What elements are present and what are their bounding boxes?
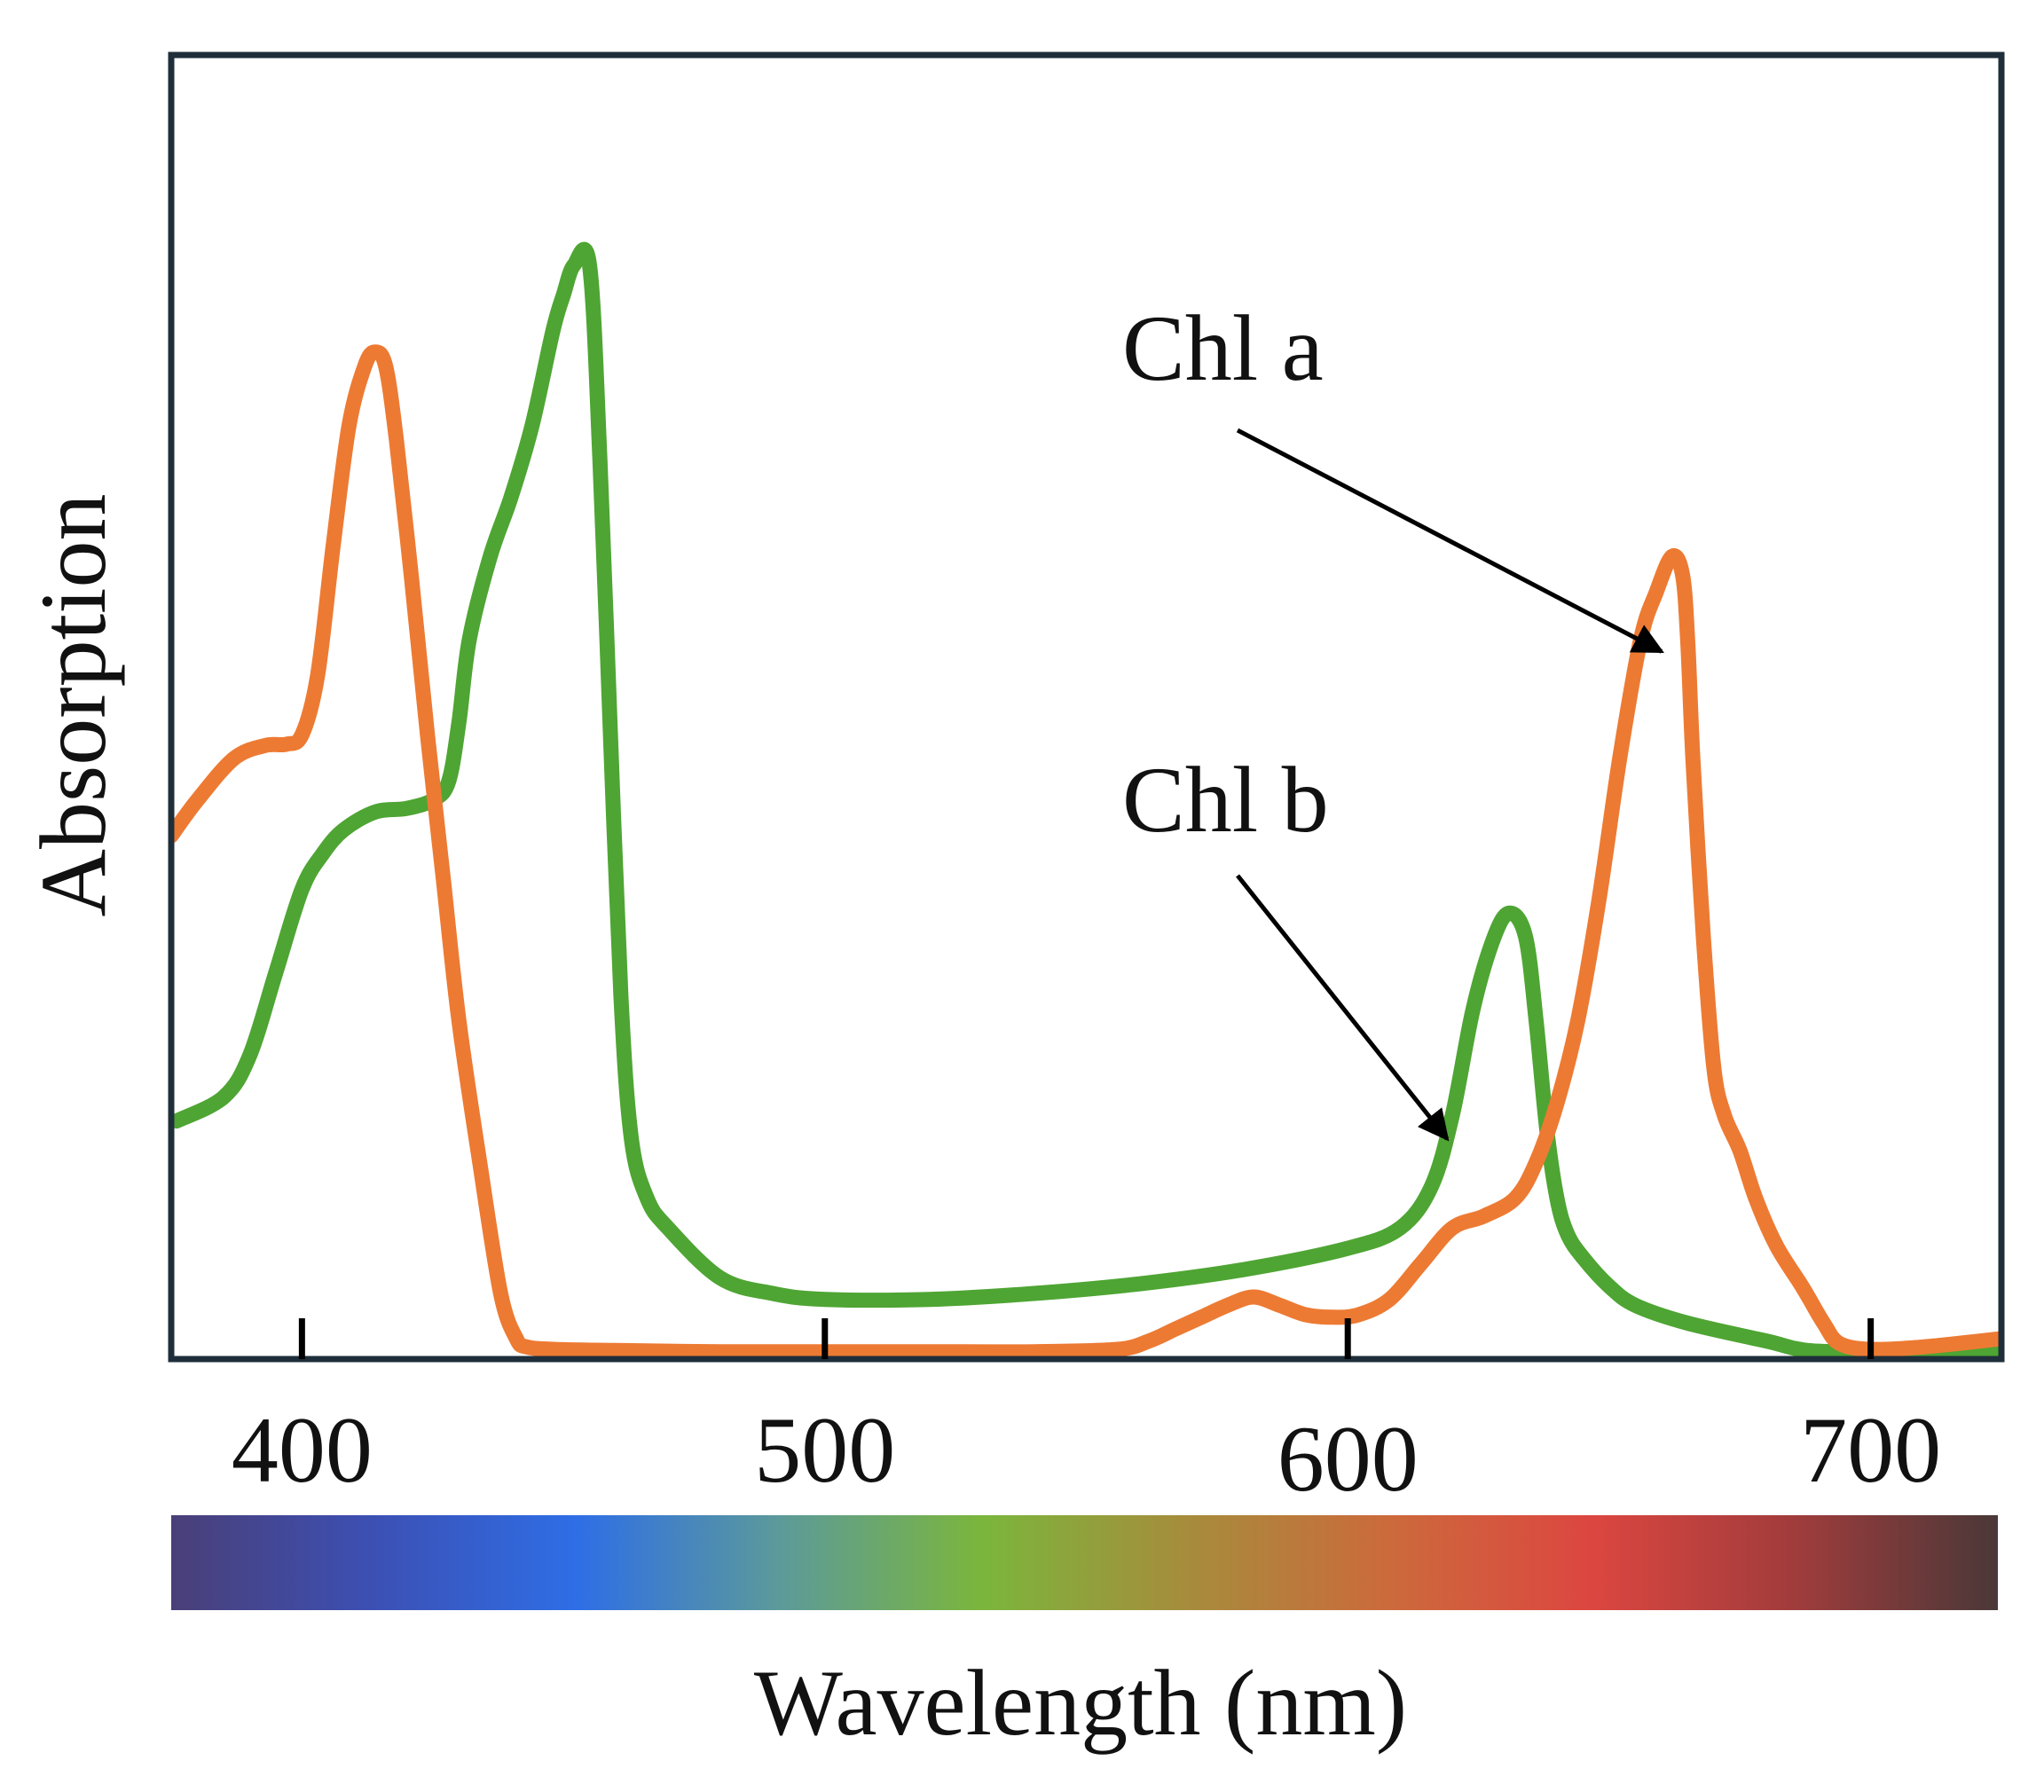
y-axis-title: Absorption <box>21 494 125 917</box>
x-tick-label-600: 600 <box>1278 1407 1419 1511</box>
annotation-label-chl-b: Chl b <box>1122 748 1329 852</box>
x-tick-label-700: 700 <box>1800 1398 1941 1502</box>
plot-frame <box>168 51 2005 1363</box>
annotations: Chl a Chl b <box>1122 296 1664 1142</box>
series-line-chl-b <box>171 241 2001 1359</box>
x-axis-ticks <box>298 1318 1875 1359</box>
annotation-arrow-chl-a <box>1236 428 1664 654</box>
x-axis-tick-labels: 400 500 600 700 <box>232 1398 1941 1511</box>
annotation-arrow-chl-b <box>1236 874 1450 1142</box>
series-line-chl-a <box>171 344 2001 1359</box>
x-tick-label-500: 500 <box>754 1398 895 1502</box>
spectrum-color-bar <box>171 1515 1998 1610</box>
x-axis-title: Wavelength (nm) <box>754 1651 1407 1755</box>
series-layer <box>171 241 2001 1359</box>
x-tick-label-400: 400 <box>232 1398 373 1502</box>
annotation-label-chl-a: Chl a <box>1122 296 1324 400</box>
